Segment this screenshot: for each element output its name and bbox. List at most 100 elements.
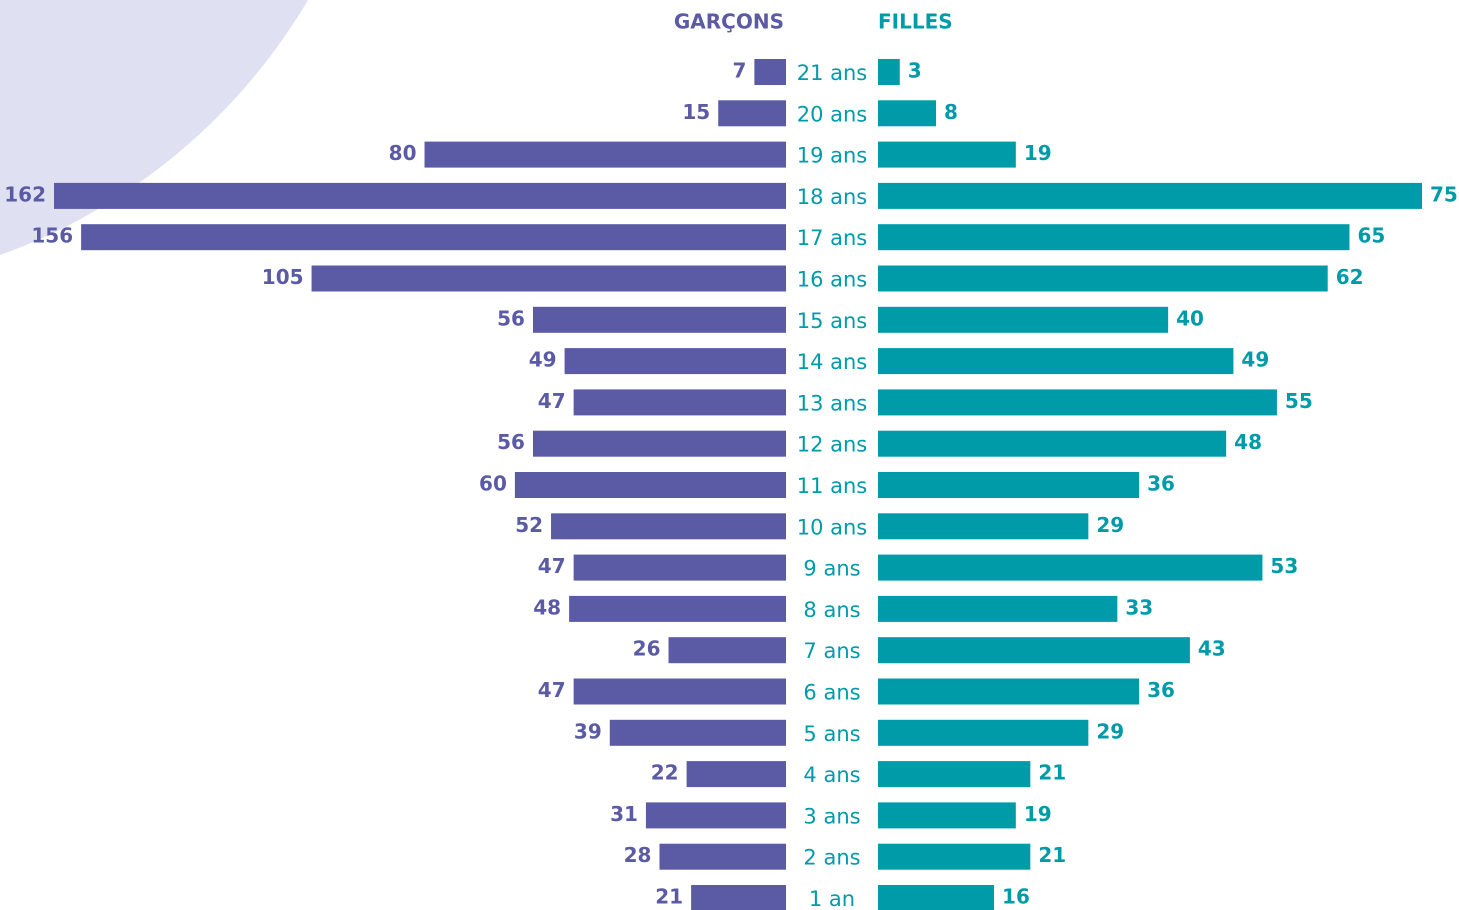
bar [718, 100, 786, 127]
value-label: 39 [574, 719, 602, 743]
category-label: 1 an [809, 887, 855, 910]
bar [691, 885, 786, 910]
value-label: 28 [624, 843, 652, 867]
bar [878, 100, 937, 127]
bar [532, 430, 786, 457]
category-label: 17 ans [797, 226, 868, 250]
bar [668, 637, 786, 664]
value-label: 29 [1096, 719, 1124, 743]
value-label: 47 [538, 554, 566, 578]
bar [878, 637, 1190, 664]
value-label: 26 [633, 637, 661, 661]
bar [878, 472, 1140, 498]
value-label: 48 [1234, 430, 1262, 454]
category-label: 2 ans [803, 846, 860, 870]
category-label: 7 ans [803, 639, 860, 663]
value-label: 43 [1198, 637, 1226, 661]
category-label: 18 ans [797, 185, 868, 209]
value-label: 36 [1147, 678, 1175, 702]
category-label: 14 ans [797, 350, 868, 374]
bar [878, 430, 1227, 457]
bar [659, 843, 786, 870]
value-label: 48 [533, 595, 561, 619]
category-label: 8 ans [803, 598, 860, 622]
category-label: 21 ans [797, 61, 868, 85]
bar [878, 59, 900, 85]
bar [609, 719, 786, 746]
bar [424, 141, 786, 168]
bar [81, 224, 787, 251]
bar [573, 389, 786, 416]
bar [878, 141, 1016, 168]
category-label: 11 ans [797, 474, 868, 498]
category-label: 3 ans [803, 804, 860, 828]
bar [54, 182, 786, 209]
value-label: 156 [31, 224, 73, 248]
bar [878, 719, 1089, 746]
value-label: 62 [1336, 265, 1364, 289]
value-label: 7 [732, 59, 746, 83]
bar [878, 513, 1089, 540]
value-label: 56 [497, 306, 525, 330]
value-label: 65 [1357, 224, 1385, 248]
bar [573, 678, 786, 705]
bar [645, 802, 786, 829]
category-label: 16 ans [797, 268, 868, 292]
value-label: 52 [515, 513, 543, 537]
bar [754, 59, 786, 85]
value-label: 33 [1125, 595, 1153, 619]
value-label: 49 [1241, 348, 1269, 372]
bar [551, 513, 786, 540]
value-label: 60 [479, 472, 507, 496]
value-label: 29 [1096, 513, 1124, 537]
bar [573, 554, 786, 581]
value-label: 19 [1024, 141, 1052, 165]
bar [878, 678, 1140, 705]
value-label: 105 [262, 265, 304, 289]
value-label: 15 [682, 100, 710, 124]
bar [878, 348, 1234, 375]
value-label: 47 [538, 389, 566, 413]
bar [878, 224, 1350, 251]
bar [878, 885, 995, 910]
value-label: 8 [944, 100, 958, 124]
value-label: 22 [651, 761, 679, 785]
legend-entry: GARÇONS [674, 10, 784, 34]
bar [878, 306, 1169, 333]
value-label: 56 [497, 430, 525, 454]
value-label: 21 [1038, 843, 1066, 867]
value-label: 80 [389, 141, 417, 165]
bar [878, 595, 1118, 622]
bar [311, 265, 786, 292]
value-label: 19 [1024, 802, 1052, 826]
value-label: 3 [908, 59, 922, 83]
bar [878, 761, 1031, 788]
category-label: 9 ans [803, 557, 860, 581]
bar [878, 182, 1422, 209]
bar [878, 265, 1328, 292]
category-label: 20 ans [797, 102, 868, 126]
category-label: 13 ans [797, 391, 868, 415]
bar [514, 472, 786, 498]
value-label: 162 [4, 182, 46, 206]
value-label: 55 [1285, 389, 1313, 413]
bar [564, 348, 786, 375]
value-label: 21 [1038, 761, 1066, 785]
value-label: 21 [655, 885, 683, 909]
value-label: 40 [1176, 306, 1204, 330]
category-label: 19 ans [797, 144, 868, 168]
category-label: 6 ans [803, 681, 860, 705]
value-label: 49 [529, 348, 557, 372]
legend-entry: FILLES [878, 10, 953, 34]
category-label: 5 ans [803, 722, 860, 746]
bar [532, 306, 786, 333]
value-label: 75 [1430, 182, 1458, 206]
value-label: 16 [1002, 885, 1030, 909]
bar [686, 761, 786, 788]
value-label: 47 [538, 678, 566, 702]
bar [878, 554, 1263, 581]
bar [569, 595, 786, 622]
bar [878, 802, 1016, 829]
category-label: 15 ans [797, 309, 868, 333]
